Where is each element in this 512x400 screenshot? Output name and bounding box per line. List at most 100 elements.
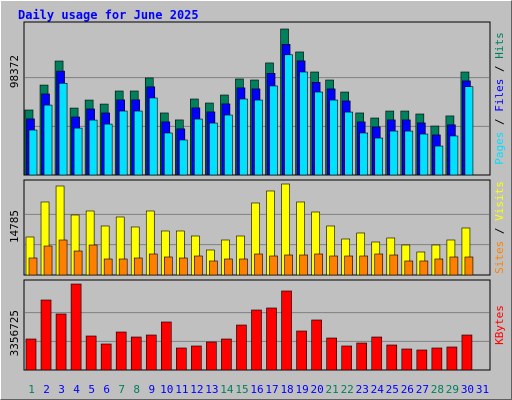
bar [269,85,278,176]
x-tick-label: 9 [148,383,155,396]
bar [269,255,278,276]
x-tick-label: 7 [118,383,125,396]
x-tick-label: 4 [73,383,80,396]
bar [239,258,248,276]
bar [55,313,67,371]
bar [314,253,323,276]
x-tick-label: 16 [250,383,263,396]
bar [85,335,97,371]
bar [160,321,172,371]
bar [209,260,218,276]
bar [419,133,429,176]
legend: Sites / Visits [493,181,506,274]
bar [236,324,247,371]
bar [176,347,187,371]
x-tick-label: 15 [235,383,248,396]
bar [356,342,368,371]
bar [130,336,142,371]
bar [416,349,428,371]
bar [28,129,38,176]
bar [404,130,414,176]
x-tick-label: 8 [133,383,140,396]
bar [118,258,128,276]
x-tick-label: 27 [416,383,429,396]
bar [163,132,173,176]
bar [464,86,474,176]
x-tick-label: 19 [295,383,308,396]
bar [296,330,307,371]
x-tick-label: 29 [446,383,459,396]
bar [344,255,353,276]
bar [58,82,68,176]
x-tick-label: 14 [220,383,234,396]
legend-entry: Hits [493,32,506,59]
bar [401,348,413,371]
bar [43,245,53,276]
bar [329,99,338,176]
bar [359,255,369,276]
x-tick-label: 30 [461,383,474,396]
y-tick-label: 14785 [8,210,21,243]
y-tick-label: 98372 [8,55,21,88]
x-tick-label: 31 [476,383,489,396]
legend: Pages / Files / Hits [493,32,506,165]
legend-entry: Pages [493,132,506,165]
bar [133,257,143,276]
x-tick-label: 24 [371,383,385,396]
x-tick-label: 21 [326,383,339,396]
bar [326,337,337,371]
legend-entry: KBytes [493,305,506,345]
bar [224,258,233,276]
bar [299,71,308,176]
bar [374,137,384,176]
bar [464,256,474,276]
bar [58,239,68,276]
bar [103,258,113,276]
bar [206,341,217,371]
legend: KBytes [493,305,506,345]
x-tick-label: 28 [431,383,444,396]
bar [341,345,352,371]
x-tick-label: 1 [28,383,35,396]
bar [163,256,173,276]
bar [40,299,52,371]
x-tick-label: 17 [265,383,278,396]
chart-title: Daily usage for June 2025 [18,8,199,22]
bar [389,254,399,276]
bar [299,254,308,276]
legend-entry: Visits [493,181,506,221]
bar [194,118,203,176]
x-tick-label: 12 [190,383,203,396]
x-tick-label: 20 [311,383,324,396]
legend-separator: / [493,221,506,241]
bar [281,290,292,371]
x-tick-label: 2 [43,383,50,396]
bar [43,104,53,176]
bar [344,111,353,176]
x-tick-label: 18 [280,383,293,396]
bar [221,338,232,371]
bar [118,110,128,176]
bar [386,344,398,371]
bar [224,114,233,176]
bar [461,334,473,371]
x-tick-label: 13 [205,383,218,396]
bar [254,253,263,276]
bar [251,309,262,371]
bar [70,283,82,371]
bar [145,334,157,371]
bar [404,260,414,276]
x-tick-label: 3 [58,383,65,396]
bar [88,119,98,176]
bar [191,345,202,371]
bar [311,319,322,371]
bar [374,253,384,276]
x-tick-label: 10 [160,383,173,396]
legend-separator: / [493,112,506,132]
bar [266,307,277,371]
bar [389,130,399,176]
x-tick-label: 11 [175,383,188,396]
y-tick-label: 3356725 [8,310,21,356]
bar [194,255,203,276]
